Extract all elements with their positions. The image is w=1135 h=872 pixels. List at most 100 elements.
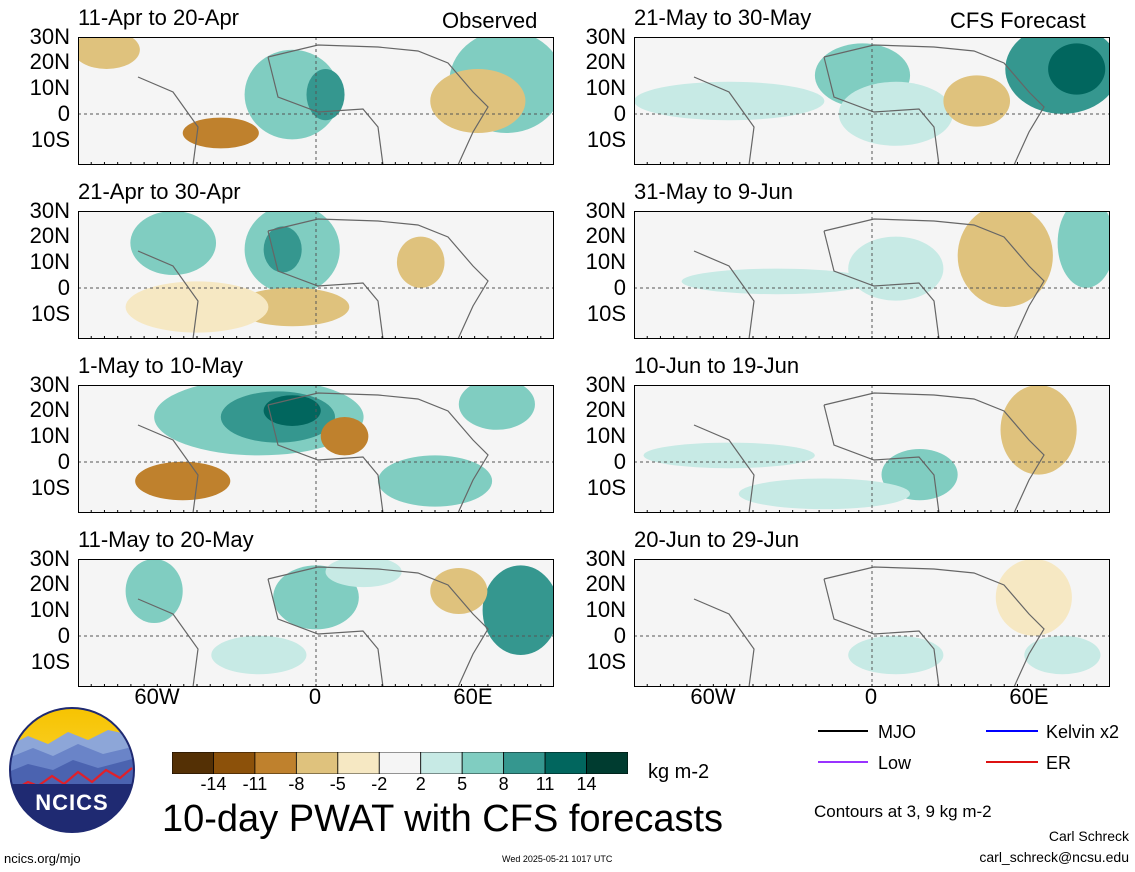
legend-er: ER [1046, 753, 1072, 773]
anomaly-shading [1000, 385, 1077, 475]
latitude-label: 10S [586, 127, 626, 152]
latitude-label: 30N [29, 198, 70, 223]
map-panel [77, 378, 555, 517]
logo-text: NCICS [35, 790, 109, 815]
panel-title: 11-May to 20-May [78, 527, 254, 552]
colorbar-swatch [544, 751, 587, 775]
observed-label: Observed [442, 8, 538, 33]
latitude-label: 10S [30, 127, 70, 152]
coastline [137, 566, 489, 688]
anomaly-shading [458, 378, 535, 430]
latitude-label: 20N [585, 49, 626, 74]
latitude-label: 10S [30, 649, 70, 674]
latitude-label: 20N [585, 223, 626, 248]
anomaly-shading [135, 461, 231, 501]
anomaly-shading [1048, 43, 1106, 95]
email: carl_schreck@ncsu.edu [979, 849, 1129, 865]
colorbar-swatch [461, 751, 505, 775]
map-panel [77, 556, 559, 691]
latitude-label: 20N [29, 571, 70, 596]
panel-title: 21-May to 30-May [634, 5, 812, 30]
panel-title: 20-Jun to 29-Jun [634, 527, 800, 552]
anomaly-shading [125, 559, 183, 623]
cfs-forecast-label: CFS Forecast [950, 8, 1086, 33]
colorbar-swatch [337, 751, 380, 775]
colorbar-tick-label: 11 [535, 774, 555, 794]
anomaly-shading [1024, 635, 1101, 675]
latitude-label: 20N [585, 397, 626, 422]
coastline [137, 392, 489, 514]
anomaly-shading [130, 211, 217, 275]
colorbar-tick-label: -11 [242, 774, 268, 794]
coastline [137, 218, 489, 340]
longitude-label: 0 [308, 684, 322, 709]
latitude-label: 0 [613, 449, 626, 474]
colorbar-tick-label: 14 [576, 774, 597, 794]
latitude-label: 10S [586, 649, 626, 674]
latitude-label: 0 [613, 101, 626, 126]
timestamp: Wed 2025-05-21 1017 UTC [502, 854, 613, 864]
colorbar-swatch [171, 751, 214, 775]
coastline [137, 44, 489, 166]
colorbar-tick-label: 5 [457, 774, 468, 794]
colorbar-tick-label: 2 [415, 774, 426, 794]
panel-title: 1-May to 10-May [78, 353, 244, 378]
latitude-label: 10N [29, 249, 70, 274]
ncics-logo: NCICS [8, 706, 136, 834]
latitude-label: 10S [586, 301, 626, 326]
longitude-label: 0 [864, 684, 878, 709]
anomaly-shading [848, 635, 944, 675]
latitude-label: 0 [613, 275, 626, 300]
panel-title: 11-Apr to 20-Apr [78, 5, 240, 30]
latitude-label: 20N [29, 49, 70, 74]
latitude-label: 0 [57, 275, 70, 300]
longitude-label: 60E [1009, 684, 1049, 709]
map-panel [633, 198, 1115, 343]
anomaly-shading [377, 455, 493, 507]
longitude-label: 60W [690, 684, 736, 709]
site-url: ncics.org/mjo [4, 851, 81, 866]
colorbar-tick-label: 8 [498, 774, 509, 794]
author: Carl Schreck [1048, 828, 1129, 844]
colorbar-tick-label: -2 [371, 774, 388, 794]
map-panel [633, 24, 1120, 169]
anomaly-shading [263, 226, 302, 273]
latitude-label: 10N [585, 75, 626, 100]
latitude-label: 10N [29, 597, 70, 622]
anomaly-shading [738, 478, 911, 510]
panel-title: 21-Apr to 30-Apr [78, 179, 241, 204]
anomaly-shading [182, 117, 259, 149]
longitude-label: 60W [134, 684, 180, 709]
latitude-label: 30N [585, 546, 626, 571]
colorbar [171, 751, 629, 775]
colorbar-tick-label: -14 [200, 774, 227, 794]
colorbar-tick-label: -5 [329, 774, 346, 794]
latitude-label: 30N [29, 24, 70, 49]
longitude-label: 60E [453, 684, 493, 709]
anomaly-shading [430, 567, 488, 615]
latitude-label: 10S [30, 475, 70, 500]
anomaly-shading [211, 635, 307, 675]
latitude-label: 30N [29, 546, 70, 571]
latitude-label: 0 [57, 623, 70, 648]
anomaly-shading [396, 236, 445, 288]
coastline [693, 566, 1045, 688]
latitude-label: 0 [57, 449, 70, 474]
anomaly-shading [482, 565, 559, 655]
legend [812, 720, 1132, 780]
latitude-label: 20N [585, 571, 626, 596]
latitude-label: 20N [29, 397, 70, 422]
colorbar-swatch [586, 751, 629, 775]
legend-low: Low [878, 753, 912, 773]
anomaly-shading [957, 204, 1053, 307]
colorbar-tick-label: -8 [288, 774, 305, 794]
map-panel [633, 559, 1111, 691]
legend-kelvin: Kelvin x2 [1046, 722, 1120, 742]
anomaly-shading [325, 556, 402, 588]
anomaly-shading [838, 81, 953, 146]
anomaly-shading [995, 559, 1072, 636]
anomaly-shading [681, 268, 872, 295]
map-panel [77, 204, 555, 343]
latitude-label: 10N [585, 423, 626, 448]
colorbar-swatch [254, 751, 297, 775]
